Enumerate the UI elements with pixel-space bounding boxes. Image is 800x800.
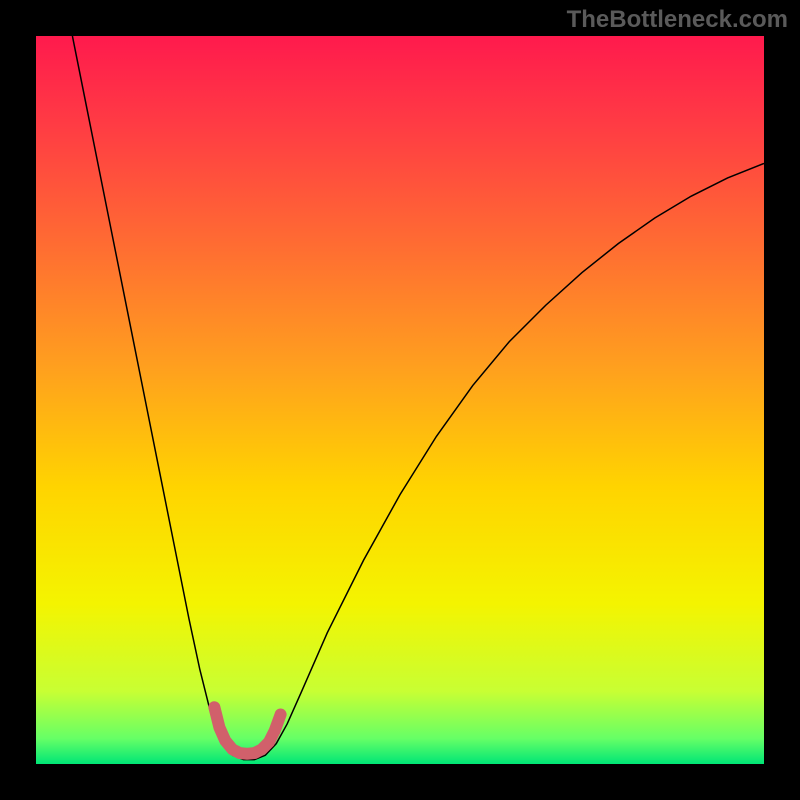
watermark-text: TheBottleneck.com xyxy=(567,6,788,34)
plot-area xyxy=(36,36,764,764)
chart-container: TheBottleneck.com xyxy=(0,0,800,800)
chart-svg xyxy=(36,36,764,764)
